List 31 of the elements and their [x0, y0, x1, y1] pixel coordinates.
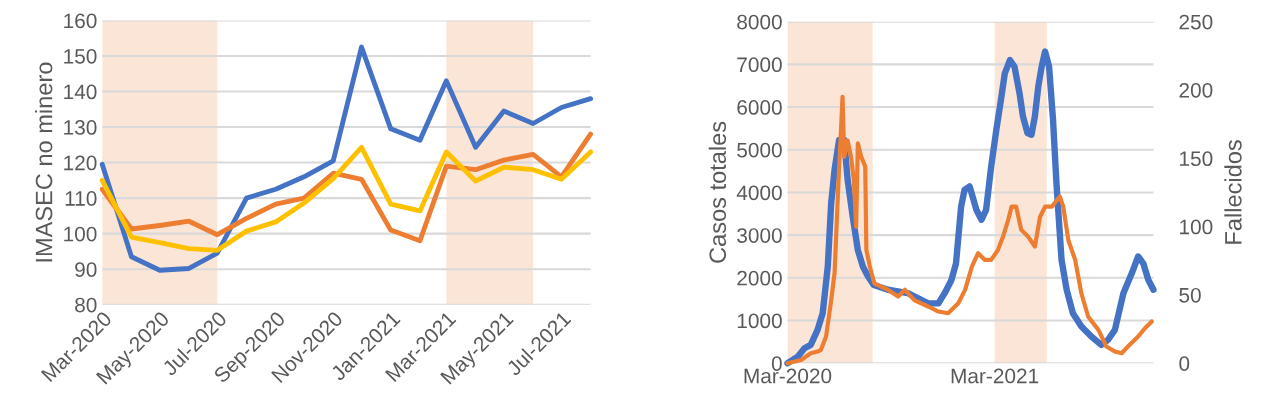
y2-tick-label: 50: [1179, 287, 1201, 303]
y-tick-label: 4000: [736, 185, 782, 201]
y-tick-label: 150: [64, 48, 97, 64]
y-tick-label: 8000: [737, 14, 782, 30]
line-series: [785, 94, 1154, 366]
y-tick-label: 3000: [737, 228, 782, 243]
x-tick-label: Mar-2021: [951, 368, 1039, 384]
y-tick-label: 120: [64, 155, 97, 171]
y2-axis-title: Fallecidos: [1224, 140, 1242, 244]
y-tick-label: 80: [75, 297, 97, 313]
y-tick-label: 5000: [737, 142, 782, 158]
y-tick-label: 6000: [737, 100, 782, 115]
y2-tick-label: 200: [1179, 82, 1213, 98]
y-tick-label: 7000: [737, 57, 782, 73]
line-series: [99, 144, 594, 253]
y2-tick-label: 100: [1180, 219, 1213, 235]
y-tick-label: 90: [75, 262, 97, 277]
y2-tick-label: 0: [1179, 356, 1190, 371]
y-tick-label: 110: [65, 191, 97, 206]
y-axis-title: Casos totales: [708, 121, 727, 263]
line-series: [99, 131, 594, 244]
y-axis-title: IMASEC no minero: [35, 62, 53, 262]
y-tick-label: 130: [64, 120, 97, 135]
y2-tick-label: 150: [1180, 151, 1213, 167]
y-tick-label: 100: [64, 226, 97, 242]
y-tick-label: 1000: [737, 313, 782, 329]
y2-tick-label: 250: [1179, 14, 1213, 30]
y-tick-label: 160: [64, 13, 97, 29]
y-tick-label: 2000: [737, 270, 782, 286]
line-series: [99, 44, 594, 273]
y-tick-label: 140: [64, 84, 97, 100]
